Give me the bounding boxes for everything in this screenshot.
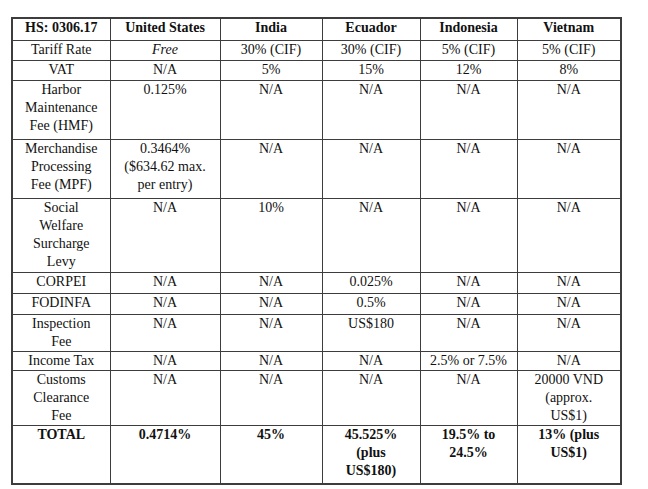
table-cell: N/A	[420, 371, 517, 426]
document-page: HS: 0306.17 United States India Ecuador …	[0, 0, 648, 489]
table-row: FODINFA N/A N/A 0.5% N/A N/A	[12, 294, 621, 315]
table-cell: 19.5% to 24.5%	[420, 426, 517, 485]
table-cell: N/A	[110, 352, 220, 371]
table-cell: N/A	[220, 140, 322, 199]
table-cell: N/A	[220, 371, 322, 426]
table-cell: N/A	[517, 315, 621, 352]
table-row: Tariff Rate Free 30% (CIF) 30% (CIF) 5% …	[12, 41, 621, 61]
table-cell: N/A	[220, 294, 322, 315]
table-cell: N/A	[420, 273, 517, 294]
header-hs-code: HS: 0306.17	[12, 18, 110, 41]
table-cell: N/A	[420, 140, 517, 199]
table-cell: N/A	[110, 294, 220, 315]
column-header-vietnam: Vietnam	[517, 18, 621, 41]
table-cell: N/A	[420, 81, 517, 140]
row-label-total: TOTAL	[12, 426, 110, 485]
tariff-comparison-table-container: HS: 0306.17 United States India Ecuador …	[11, 17, 622, 485]
row-label-inspection-fee: Inspection Fee	[12, 315, 110, 352]
table-cell: 5% (CIF)	[517, 41, 621, 61]
table-cell: 0.5%	[322, 294, 420, 315]
table-cell: 10%	[220, 199, 322, 273]
column-header-indonesia: Indonesia	[420, 18, 517, 41]
row-label-corpei: CORPEI	[12, 273, 110, 294]
table-cell: 20000 VND (approx. US$1)	[517, 371, 621, 426]
table-cell: N/A	[322, 199, 420, 273]
row-label-merchandise-processing-fee: Merchandise Processing Fee (MPF)	[12, 140, 110, 199]
table-cell: N/A	[517, 199, 621, 273]
table-cell: Free	[110, 41, 220, 61]
table-cell: N/A	[517, 352, 621, 371]
table-cell: 15%	[322, 61, 420, 81]
table-cell: 8%	[517, 61, 621, 81]
table-cell: N/A	[110, 371, 220, 426]
table-cell: N/A	[110, 315, 220, 352]
table-cell: 12%	[420, 61, 517, 81]
table-row: Merchandise Processing Fee (MPF) 0.3464%…	[12, 140, 621, 199]
table-cell: N/A	[322, 81, 420, 140]
column-header-ecuador: Ecuador	[322, 18, 420, 41]
table-cell: N/A	[322, 140, 420, 199]
table-cell: N/A	[517, 81, 621, 140]
table-row: Income Tax N/A N/A N/A 2.5% or 7.5% N/A	[12, 352, 621, 371]
table-cell: N/A	[420, 315, 517, 352]
table-cell: N/A	[517, 294, 621, 315]
table-cell: 30% (CIF)	[322, 41, 420, 61]
row-label-fodinfa: FODINFA	[12, 294, 110, 315]
table-cell: 0.025%	[322, 273, 420, 294]
table-cell: 30% (CIF)	[220, 41, 322, 61]
table-cell: N/A	[110, 199, 220, 273]
table-header-row: HS: 0306.17 United States India Ecuador …	[12, 18, 621, 41]
row-label-income-tax: Income Tax	[12, 352, 110, 371]
column-header-united-states: United States	[110, 18, 220, 41]
tariff-comparison-table: HS: 0306.17 United States India Ecuador …	[11, 17, 622, 485]
row-label-harbor-maintenance-fee: Harbor Maintenance Fee (HMF)	[12, 81, 110, 140]
table-row: Social Welfare Surcharge Levy N/A 10% N/…	[12, 199, 621, 273]
table-row: CORPEI N/A N/A 0.025% N/A N/A	[12, 273, 621, 294]
table-cell: 5%	[220, 61, 322, 81]
table-cell: N/A	[322, 352, 420, 371]
row-label-vat: VAT	[12, 61, 110, 81]
table-cell: US$180	[322, 315, 420, 352]
table-row: VAT N/A 5% 15% 12% 8%	[12, 61, 621, 81]
table-row: Customs Clearance Fee N/A N/A N/A N/A 20…	[12, 371, 621, 426]
table-cell: 45%	[220, 426, 322, 485]
table-cell: 2.5% or 7.5%	[420, 352, 517, 371]
table-cell: 0.125%	[110, 81, 220, 140]
table-cell: N/A	[420, 294, 517, 315]
table-cell: 5% (CIF)	[420, 41, 517, 61]
table-cell: N/A	[220, 273, 322, 294]
table-cell: N/A	[110, 61, 220, 81]
table-cell: 0.4714%	[110, 426, 220, 485]
column-header-india: India	[220, 18, 322, 41]
table-row: Harbor Maintenance Fee (HMF) 0.125% N/A …	[12, 81, 621, 140]
row-label-social-welfare-surcharge-levy: Social Welfare Surcharge Levy	[12, 199, 110, 273]
table-cell: 0.3464% ($634.62 max. per entry)	[110, 140, 220, 199]
table-row: Inspection Fee N/A N/A US$180 N/A N/A	[12, 315, 621, 352]
table-cell: 45.525% (plus US$180)	[322, 426, 420, 485]
table-cell: 13% (plus US$1)	[517, 426, 621, 485]
table-cell: N/A	[110, 273, 220, 294]
table-cell: N/A	[517, 140, 621, 199]
table-cell: N/A	[220, 315, 322, 352]
table-cell: N/A	[517, 273, 621, 294]
table-row-total: TOTAL 0.4714% 45% 45.525% (plus US$180) …	[12, 426, 621, 485]
table-cell: N/A	[220, 352, 322, 371]
row-label-tariff-rate: Tariff Rate	[12, 41, 110, 61]
table-cell: N/A	[220, 81, 322, 140]
row-label-customs-clearance-fee: Customs Clearance Fee	[12, 371, 110, 426]
table-cell: N/A	[420, 199, 517, 273]
table-cell: N/A	[322, 371, 420, 426]
